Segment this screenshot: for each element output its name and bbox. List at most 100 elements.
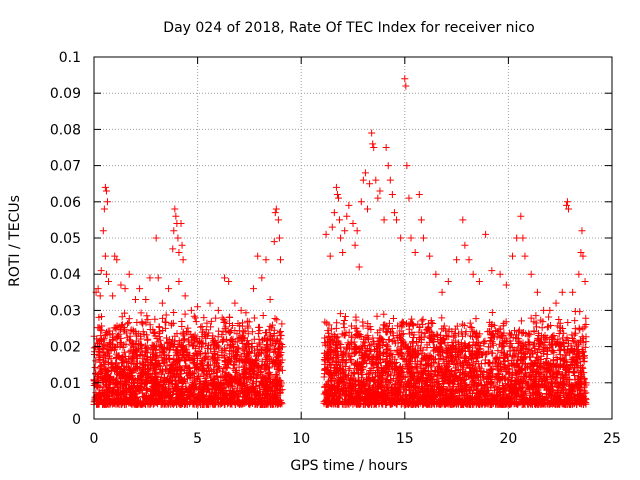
data-point	[484, 343, 492, 351]
data-point	[194, 372, 202, 380]
data-point	[98, 387, 106, 395]
data-point	[127, 347, 135, 355]
data-point	[380, 310, 388, 318]
data-point	[245, 318, 253, 326]
data-point	[207, 317, 215, 325]
data-point	[179, 330, 187, 338]
data-point	[126, 332, 134, 340]
data-point	[180, 332, 188, 340]
data-point	[125, 315, 133, 323]
data-point	[180, 335, 188, 343]
data-point	[419, 315, 427, 323]
data-point	[233, 338, 241, 346]
data-point	[373, 312, 381, 320]
data-point	[572, 329, 580, 337]
data-point	[104, 358, 112, 366]
data-point	[259, 311, 267, 319]
data-point	[151, 328, 158, 336]
data-point	[144, 316, 152, 324]
data-point	[178, 322, 186, 330]
data-point	[256, 341, 264, 349]
data-point	[517, 317, 525, 325]
data-point	[390, 314, 398, 322]
data-point	[150, 390, 158, 398]
data-point	[255, 335, 263, 343]
data-point	[270, 332, 278, 340]
data-point	[429, 320, 437, 328]
data-point	[226, 314, 234, 322]
data-point	[162, 311, 170, 319]
data-point	[133, 318, 141, 326]
data-point	[278, 320, 286, 328]
data-point	[121, 309, 129, 317]
data-point	[251, 347, 259, 355]
data-point	[170, 309, 178, 317]
data-point	[224, 341, 232, 349]
data-point	[155, 323, 163, 331]
data-point	[332, 324, 340, 332]
data-point	[222, 335, 230, 343]
data-points	[90, 75, 590, 409]
data-point	[352, 316, 360, 324]
data-point	[212, 314, 220, 322]
data-point	[218, 331, 226, 339]
data-point	[242, 309, 250, 317]
data-point	[240, 328, 248, 336]
data-point	[248, 328, 256, 336]
data-point	[92, 357, 100, 365]
data-point	[271, 314, 279, 322]
data-point	[98, 313, 106, 321]
data-point	[218, 314, 226, 322]
data-point	[254, 362, 262, 370]
data-point	[204, 349, 212, 357]
data-point	[257, 346, 265, 354]
data-point	[472, 315, 480, 323]
data-point	[234, 344, 242, 352]
data-point	[125, 384, 133, 392]
data-point	[142, 319, 150, 327]
data-point	[156, 368, 164, 376]
data-point	[159, 314, 167, 322]
data-point	[261, 365, 269, 373]
data-point	[392, 359, 400, 367]
data-point	[254, 330, 262, 338]
data-point	[582, 314, 590, 322]
data-point	[219, 338, 227, 346]
data-point	[128, 356, 136, 364]
data-point	[250, 314, 258, 322]
data-point	[488, 349, 496, 357]
data-point	[538, 324, 546, 332]
data-point	[564, 319, 572, 327]
data-point	[198, 323, 206, 331]
data-point	[575, 324, 583, 332]
data-point	[571, 317, 579, 325]
data-point	[151, 315, 159, 323]
data-point	[526, 331, 534, 339]
data-point	[199, 339, 207, 347]
data-point	[275, 329, 283, 337]
data-point	[181, 310, 189, 318]
data-point	[250, 379, 258, 387]
data-point	[418, 317, 426, 325]
data-point	[270, 348, 278, 356]
data-point	[192, 318, 200, 326]
data-point	[182, 379, 190, 387]
data-point	[339, 320, 347, 328]
data-point	[579, 325, 587, 333]
data-point	[438, 314, 446, 322]
data-point	[215, 327, 223, 335]
data-point	[190, 312, 198, 320]
data-point	[543, 323, 551, 331]
data-point	[197, 323, 205, 331]
data-point	[162, 319, 170, 327]
data-point	[278, 366, 286, 374]
data-point	[150, 329, 158, 337]
data-point	[191, 314, 199, 322]
data-point	[137, 309, 145, 317]
data-point	[219, 336, 227, 344]
data-point	[226, 350, 234, 358]
data-point	[179, 380, 187, 388]
data-point	[184, 324, 192, 332]
data-point	[96, 358, 104, 366]
